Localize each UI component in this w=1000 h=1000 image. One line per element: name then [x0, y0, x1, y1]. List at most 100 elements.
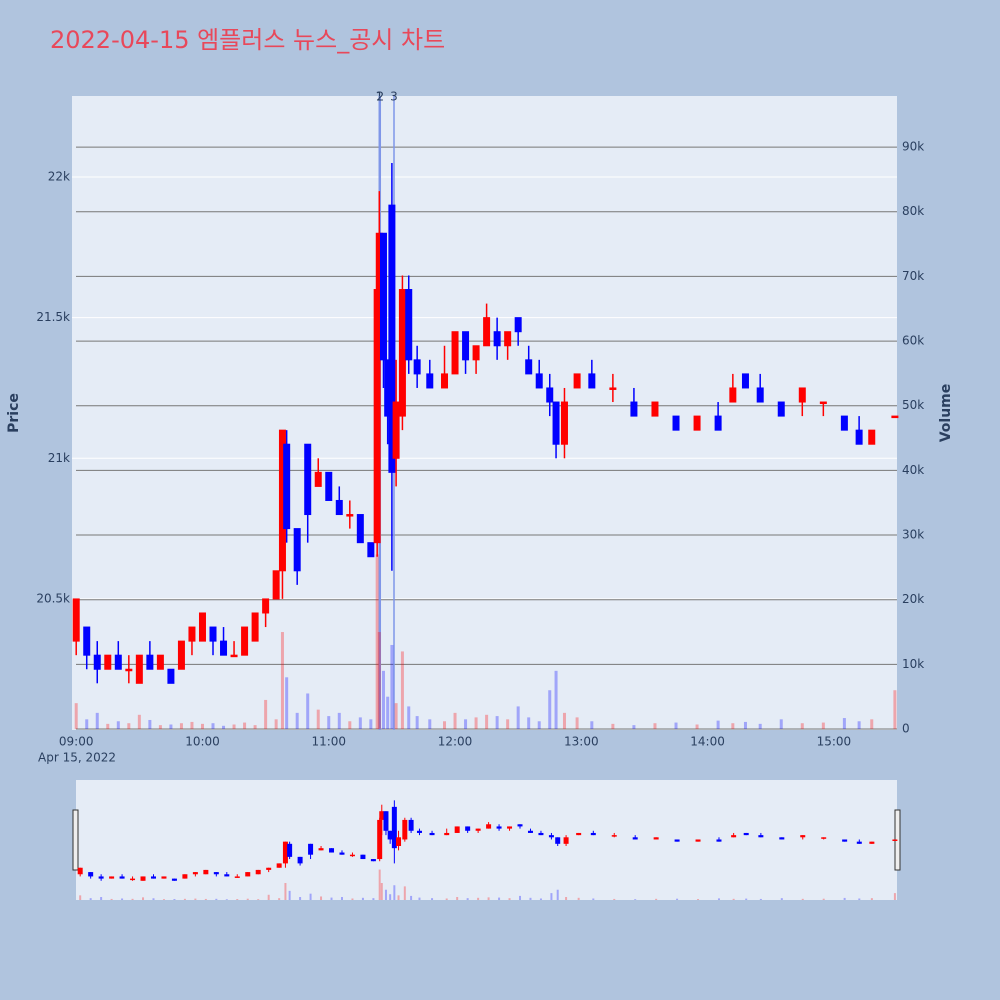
slider-volume-bar	[403, 886, 406, 900]
slider-candle-body	[266, 867, 272, 870]
candle-body	[552, 401, 560, 445]
y2-tick-label: 90k	[902, 140, 924, 154]
candle-body	[104, 654, 112, 670]
volume-bar	[415, 716, 419, 730]
y2-tick-label: 30k	[902, 528, 924, 542]
slider-volume-bar	[131, 898, 134, 900]
volume-bar	[280, 632, 284, 730]
slider-candle-body	[88, 872, 94, 877]
slider-volume-bar	[634, 899, 637, 900]
slider-volume-bar	[204, 898, 207, 900]
volume-bar	[842, 718, 846, 730]
annotation-label: 3	[390, 90, 398, 104]
slider-candle-body	[758, 835, 764, 838]
slider-volume-bar	[477, 897, 480, 900]
slider-volume-bar	[267, 894, 270, 900]
slider-candle-body	[297, 856, 303, 864]
annotation-label: 2	[376, 90, 384, 104]
candle-body	[493, 331, 501, 347]
slider-candle-body	[98, 876, 104, 879]
slider-volume-bar	[565, 897, 568, 900]
slider-volume-bar	[445, 898, 448, 900]
slider-volume-bar	[79, 895, 82, 900]
volume-bar	[243, 722, 247, 730]
slider-candle-body	[731, 835, 737, 838]
volume-bar	[369, 719, 373, 730]
slider-volume-bar	[745, 898, 748, 900]
slider-candle-body	[213, 872, 219, 875]
volume-bar	[316, 709, 320, 730]
candle-body	[630, 401, 638, 417]
slider-candle-body	[377, 819, 383, 860]
volume-bar	[190, 721, 194, 730]
slider-volume-bar	[351, 898, 354, 900]
slider-volume-bar	[225, 899, 228, 900]
slider-volume-bar	[858, 898, 861, 900]
candle-body	[379, 232, 387, 361]
candle-body	[546, 387, 554, 403]
slider-volume-bar	[592, 898, 595, 900]
volume-bar	[127, 723, 131, 730]
slider-candle-body	[821, 837, 827, 839]
volume-bar	[611, 723, 615, 730]
slider-candle-body	[224, 874, 230, 877]
candle-body	[777, 401, 785, 417]
slider-volume-bar	[556, 889, 559, 900]
slider-volume-bar	[246, 898, 249, 900]
slider-candle-body	[329, 848, 335, 853]
slider-candle-body	[674, 839, 680, 842]
candle-body	[398, 289, 406, 417]
volume-bar	[590, 721, 594, 730]
x-tick-label: 15:00	[817, 735, 852, 749]
volume-bar	[516, 706, 520, 730]
volume-bar	[106, 723, 110, 730]
slider-volume-bar	[843, 897, 846, 900]
candle-body	[741, 373, 749, 389]
volume-bar	[375, 554, 379, 730]
volume-bar	[453, 712, 457, 730]
volume-bar	[674, 722, 678, 730]
slider-volume-bar	[456, 897, 459, 900]
x-tick-label: 12:00	[438, 735, 473, 749]
volume-bar	[95, 712, 99, 730]
slider-candle-body	[402, 819, 408, 840]
volume-bar	[464, 719, 468, 730]
candle-body	[220, 640, 228, 656]
slider-candle-body	[475, 828, 481, 831]
y2-axis-title: Volume	[938, 384, 954, 443]
candle-body	[135, 654, 143, 684]
slider-candle-body	[77, 867, 83, 875]
plot-area	[72, 96, 897, 730]
slider-volume-bar	[384, 889, 387, 900]
slider-handle[interactable]	[72, 809, 79, 871]
volume-bar	[381, 670, 385, 730]
slider-volume-bar	[466, 898, 469, 900]
slider-volume-bar	[284, 883, 287, 900]
volume-bar	[779, 719, 783, 730]
volume-bar	[632, 725, 636, 730]
slider-candle-body	[632, 837, 638, 840]
slider-volume-bar	[330, 897, 333, 900]
candle-body	[535, 373, 543, 389]
volume-bar	[74, 703, 78, 730]
candle-body	[167, 668, 175, 684]
candle-body	[588, 373, 596, 389]
slider-volume-bar	[173, 899, 176, 900]
candle-body	[272, 570, 280, 600]
slider-volume-bar	[801, 898, 804, 900]
slider-candle-body	[255, 869, 261, 875]
slider-candle-body	[611, 835, 617, 837]
candle-body	[114, 654, 122, 670]
slider-candle-body	[370, 859, 376, 862]
volume-bar	[821, 722, 825, 730]
volume-bar	[743, 721, 747, 730]
slider-candle-body	[527, 830, 533, 833]
candle-body	[472, 345, 480, 361]
slider-volume-bar	[194, 898, 197, 900]
candle-body	[392, 401, 400, 459]
candle-body	[798, 387, 806, 403]
slider-volume-bar	[372, 898, 375, 900]
volume-bar	[264, 699, 268, 730]
slider-volume-bar	[410, 895, 413, 900]
slider-volume-bar	[397, 895, 400, 900]
